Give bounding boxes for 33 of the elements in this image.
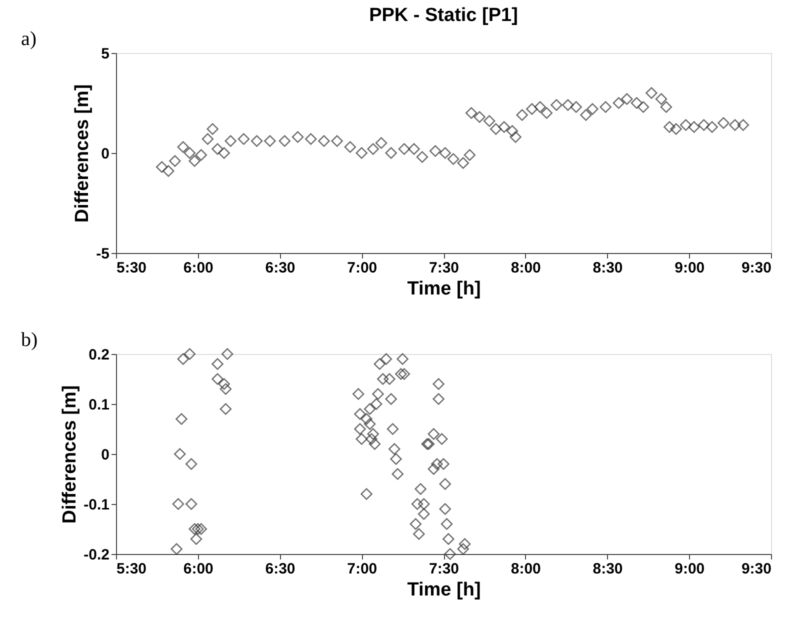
x-tick-label: 9:30 xyxy=(741,560,772,578)
y-tick-label: -0.2 xyxy=(84,546,110,564)
y-tick-label: -5 xyxy=(96,246,110,262)
y-tick-label: 0 xyxy=(101,146,110,162)
chart-title: PPK - Static [P1] xyxy=(369,5,518,26)
x-axis-title: Time [h] xyxy=(407,580,481,600)
x-tick-label: 7:30 xyxy=(428,560,460,578)
x-tick-label: 9:00 xyxy=(674,260,705,276)
y-tick-label: 0.1 xyxy=(88,396,110,414)
x-tick-label: 9:30 xyxy=(741,260,772,276)
x-tick-label: 6:30 xyxy=(265,560,296,578)
y-tick-label: 5 xyxy=(101,46,110,62)
y-axis-title: Differences [m] xyxy=(60,385,81,524)
x-tick-label: 7:00 xyxy=(347,560,378,578)
y-tick-label: -0.1 xyxy=(84,496,110,514)
y-axis-title: Differences [m] xyxy=(72,84,94,223)
x-tick-label: 6:00 xyxy=(183,560,214,578)
x-tick-label: 9:00 xyxy=(674,560,705,578)
text: a) xyxy=(21,28,37,50)
x-tick-label: 8:00 xyxy=(510,560,541,578)
x-tick-label: 5:30 xyxy=(116,260,147,276)
x-tick-label: 7:30 xyxy=(428,260,460,276)
x-tick-label: 7:00 xyxy=(347,260,378,276)
x-tick-label: 8:30 xyxy=(592,560,623,578)
x-axis-title: Time [h] xyxy=(407,278,481,300)
x-tick-label: 5:30 xyxy=(116,560,147,578)
x-tick-label: 6:00 xyxy=(183,260,214,276)
text: b) xyxy=(21,329,38,351)
y-tick-label: 0.2 xyxy=(88,346,110,364)
x-tick-label: 6:30 xyxy=(265,260,296,276)
x-tick-label: 8:00 xyxy=(510,260,541,276)
x-tick-label: 8:30 xyxy=(592,260,623,276)
y-tick-label: 0 xyxy=(101,446,110,464)
